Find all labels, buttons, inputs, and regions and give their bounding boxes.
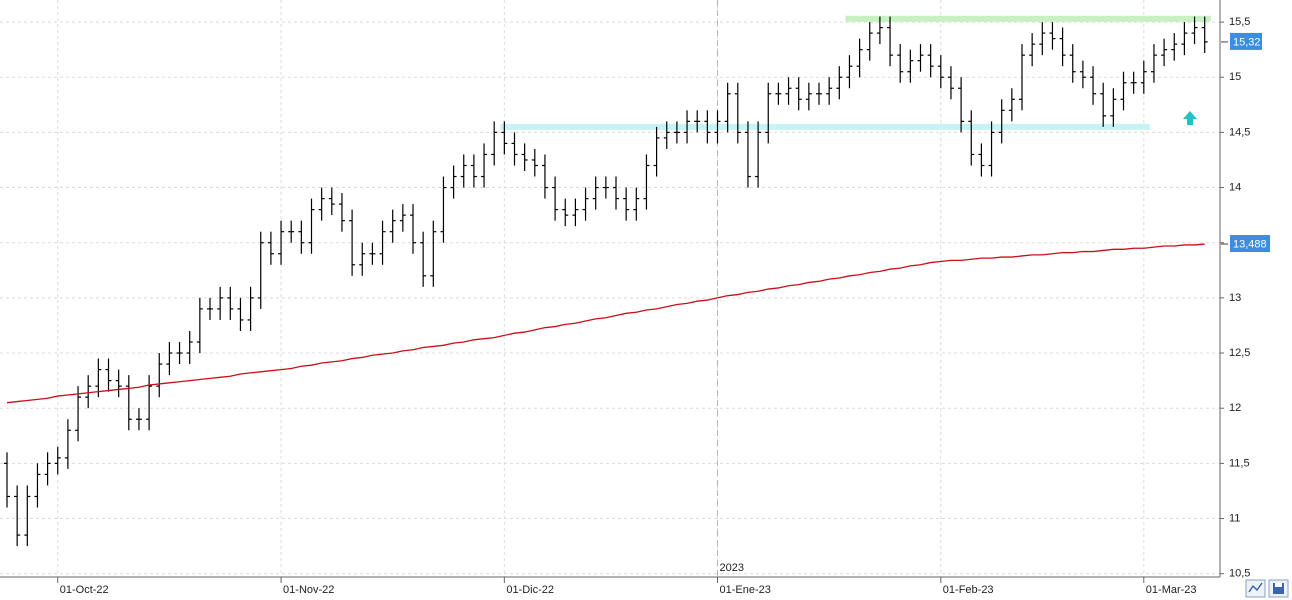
save-icon-slot xyxy=(1275,583,1282,587)
save-icon xyxy=(1273,583,1284,594)
y-tick-label: 12,5 xyxy=(1229,347,1250,359)
plot xyxy=(0,0,1220,577)
y-tick-label: 15 xyxy=(1229,71,1241,83)
x-tick-label: 01-Oct-22 xyxy=(60,584,109,596)
x-tick-label: 01-Mar-23 xyxy=(1146,584,1197,596)
level-band xyxy=(845,15,1211,22)
x-tick-label: 01-Nov-22 xyxy=(283,584,334,596)
y-tick-label: 11,5 xyxy=(1229,457,1250,469)
y-tick-label: 13 xyxy=(1229,292,1241,304)
y-tick-label: 14,5 xyxy=(1229,126,1250,138)
year-label: 2023 xyxy=(720,562,744,574)
x-tick-label: 01-Dic-22 xyxy=(506,584,554,596)
zoom-icon xyxy=(1248,582,1263,593)
toolbar xyxy=(1245,579,1289,598)
y-tick-label: 10,5 xyxy=(1229,568,1250,580)
level-band xyxy=(500,123,1150,130)
y-tick-label: 15,5 xyxy=(1229,16,1250,28)
signal-arrow xyxy=(1183,111,1197,125)
last-value-label: 13,488 xyxy=(1233,238,1267,250)
x-tick-label: 01-Ene-23 xyxy=(720,584,771,596)
y-tick-label: 11 xyxy=(1229,512,1240,524)
last-value-box xyxy=(1230,32,1262,50)
y-tick-label: 14 xyxy=(1229,181,1241,193)
y-tick-label: 12 xyxy=(1229,402,1241,414)
last-value-box xyxy=(1230,235,1270,253)
moving-average xyxy=(6,243,1205,404)
x-tick-label: 01-Feb-23 xyxy=(943,584,994,596)
last-value-label: 15,32 xyxy=(1233,36,1261,48)
